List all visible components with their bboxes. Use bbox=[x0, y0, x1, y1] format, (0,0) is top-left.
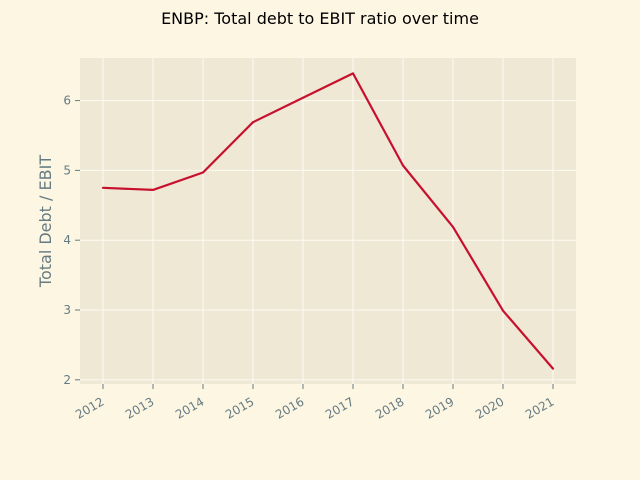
y-axis-label: Total Debt / EBIT bbox=[36, 155, 55, 288]
data-point bbox=[351, 71, 355, 75]
grid-lines bbox=[80, 58, 576, 384]
data-point bbox=[451, 225, 455, 229]
plot-area bbox=[80, 58, 576, 384]
y-tick-label: 2 bbox=[63, 373, 71, 387]
y-tick-label: 6 bbox=[63, 94, 71, 108]
data-point bbox=[501, 309, 505, 313]
data-point bbox=[251, 120, 255, 124]
data-point bbox=[301, 96, 305, 100]
data-point bbox=[401, 164, 405, 168]
y-tick-label: 5 bbox=[63, 163, 71, 177]
data-point bbox=[201, 170, 205, 174]
series-layer bbox=[101, 71, 555, 371]
y-axis-ticks: 2 3 4 5 6 bbox=[63, 94, 80, 387]
data-point bbox=[151, 188, 155, 192]
chart-title: ENBP: Total debt to EBIT ratio over time bbox=[161, 9, 479, 28]
data-point bbox=[551, 367, 555, 371]
y-tick-label: 4 bbox=[63, 233, 71, 247]
series-line bbox=[101, 72, 555, 370]
y-tick-label: 3 bbox=[63, 303, 71, 317]
data-point bbox=[101, 186, 105, 190]
